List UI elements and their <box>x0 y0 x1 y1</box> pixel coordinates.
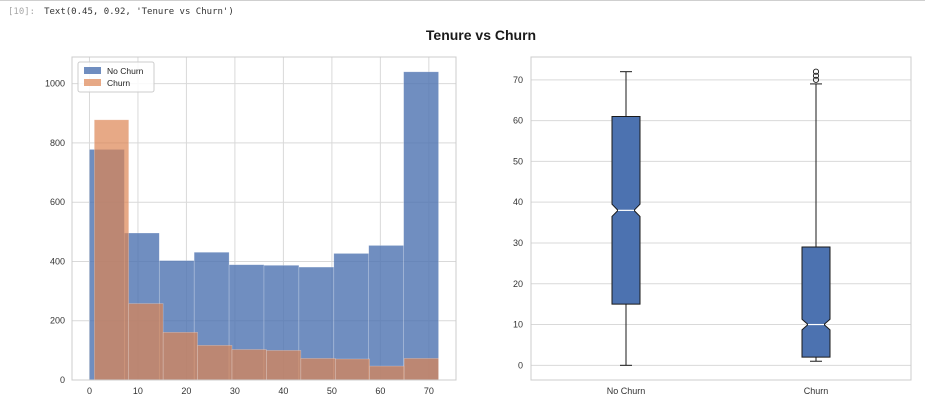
hist-legend: No Churn Churn <box>77 61 155 93</box>
hist-bar <box>266 350 302 381</box>
hist-y-tick-label: 600 <box>50 197 65 207</box>
box-y-tick-label: 70 <box>513 75 523 85</box>
notched-box <box>801 246 831 358</box>
box-y-tick-label: 10 <box>513 320 523 330</box>
hist-x-tick-label: 20 <box>181 386 191 396</box>
legend-swatch <box>84 67 101 74</box>
hist-y-tick-label: 1000 <box>45 79 65 89</box>
box-no-churn <box>611 71 641 366</box>
boxplot-axes: 0 10 20 30 40 50 60 70 No Churn Churn <box>513 56 912 396</box>
box-y-tick-label: 0 <box>518 360 523 370</box>
histogram-axes: 0 10 20 30 40 50 60 70 0 200 400 600 800 1000 No Churn… <box>45 56 457 396</box>
hist-bar <box>403 358 439 381</box>
hist-bar <box>94 119 130 381</box>
hist-series-churn <box>94 119 439 381</box>
cell-separator <box>0 0 925 1</box>
hist-x-tick-label: 0 <box>87 386 92 396</box>
cell-output-line: [10]: Text(0.45, 0.92, 'Tenure vs Churn'… <box>8 5 234 19</box>
hist-y-tick-label: 800 <box>50 138 65 148</box>
box-y-tick-label: 60 <box>513 116 523 126</box>
figure-title: Tenure vs Churn <box>426 27 536 43</box>
execution-count: [10]: <box>8 7 36 17</box>
flier-point <box>812 76 820 83</box>
hist-y-tick-label: 0 <box>60 375 65 385</box>
hist-x-tick-label: 30 <box>230 386 240 396</box>
hist-bar <box>162 331 198 381</box>
box-y-tick-label: 40 <box>513 197 523 207</box>
box-y-tick-label: 20 <box>513 279 523 289</box>
hist-bar <box>231 349 267 381</box>
hist-bar <box>197 345 233 381</box>
hist-bar <box>128 303 164 381</box>
box-churn <box>801 68 831 362</box>
box-y-tick-label: 30 <box>513 238 523 248</box>
legend-label: Churn <box>107 78 130 88</box>
hist-bar <box>300 358 336 381</box>
hist-x-tick-label: 40 <box>278 386 288 396</box>
hist-bar <box>334 358 370 381</box>
box-frame <box>530 56 912 381</box>
hist-bar <box>403 71 439 381</box>
hist-x-tick-label: 60 <box>375 386 385 396</box>
hist-x-tick-label: 70 <box>424 386 434 396</box>
hist-bar <box>369 365 405 381</box>
box-x-tick-label: No Churn <box>607 386 646 396</box>
box-x-tick-label: Churn <box>804 386 829 396</box>
flier-point <box>812 72 820 79</box>
flier-point <box>812 68 820 75</box>
hist-y-tick-label: 200 <box>50 316 65 326</box>
hist-x-tick-label: 50 <box>327 386 337 396</box>
hist-y-tick-label: 400 <box>50 256 65 266</box>
legend-swatch <box>84 79 101 86</box>
hist-bar <box>368 245 404 381</box>
legend-label: No Churn <box>107 66 144 76</box>
cell-output-text: Text(0.45, 0.92, 'Tenure vs Churn') <box>44 7 234 17</box>
box-gridlines <box>531 79 911 366</box>
hist-bar <box>333 253 370 381</box>
box-y-tick-label: 50 <box>513 156 523 166</box>
hist-x-tick-label: 10 <box>133 386 143 396</box>
hist-frame <box>71 56 457 381</box>
